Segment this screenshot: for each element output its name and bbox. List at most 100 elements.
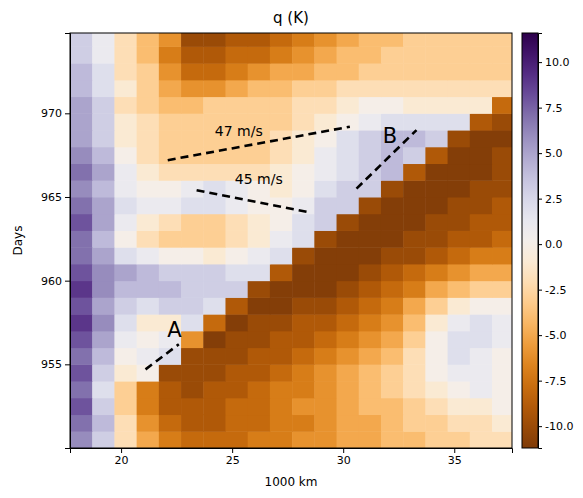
heatmap-cell: [292, 415, 315, 432]
heatmap-cell: [314, 297, 337, 314]
heatmap-cell: [381, 197, 404, 214]
heatmap-cell: [314, 180, 337, 197]
tick: -7.5: [538, 375, 566, 388]
heatmap-cell: [314, 348, 337, 365]
heatmap-cell: [248, 348, 271, 365]
heatmap-cell: [270, 230, 293, 247]
heatmap-cell: [337, 415, 360, 432]
tick-label: 970: [41, 107, 62, 120]
heatmap-cell: [292, 214, 315, 231]
heatmap-cell: [314, 398, 337, 415]
heatmap-cell: [92, 164, 115, 181]
heatmap-cell: [492, 297, 512, 314]
heatmap-cell: [292, 398, 315, 415]
tick-label: 5.0: [545, 147, 563, 160]
heatmap-cell: [181, 331, 204, 348]
heatmap-cell: [70, 180, 93, 197]
heatmap-cell: [92, 331, 115, 348]
tick-mark: [65, 364, 70, 365]
heatmap-cell: [314, 130, 337, 147]
heatmap-cell: [181, 214, 204, 231]
heatmap-cell: [181, 314, 204, 331]
heatmap-cell: [337, 63, 360, 80]
heatmap-cell: [92, 264, 115, 281]
heatmap-cell: [314, 197, 337, 214]
heatmap-cell: [137, 180, 160, 197]
heatmap-cell: [359, 314, 382, 331]
heatmap-cell: [70, 431, 93, 448]
heatmap-cell: [337, 80, 360, 97]
heatmap-cell: [381, 180, 404, 197]
heatmap-cell: [181, 113, 204, 130]
heatmap-cell: [270, 415, 293, 432]
heatmap-cell: [359, 297, 382, 314]
heatmap-cell: [114, 348, 137, 365]
heatmap-cell: [70, 398, 93, 415]
heatmap-cell: [248, 63, 271, 80]
heatmap-cell: [92, 415, 115, 432]
heatmap-cell: [203, 398, 226, 415]
heatmap-cell: [70, 314, 93, 331]
heatmap-cell: [359, 33, 382, 47]
heatmap-cell: [137, 281, 160, 298]
heatmap-cell: [292, 381, 315, 398]
heatmap-cell: [492, 314, 512, 331]
heatmap-cell: [203, 80, 226, 97]
heatmap-cell: [470, 398, 493, 415]
heatmap-cell: [492, 348, 512, 365]
heatmap-cell: [92, 281, 115, 298]
heatmap-cell: [203, 364, 226, 381]
heatmap-cell: [425, 281, 448, 298]
tick-label: 965: [41, 191, 62, 204]
heatmap-cell: [448, 97, 471, 114]
heatmap-cell: [248, 33, 271, 47]
heatmap-cell: [225, 331, 248, 348]
heatmap-cell: [270, 381, 293, 398]
heatmap-cell: [492, 247, 512, 264]
heatmap-cell: [359, 281, 382, 298]
heatmap-cell: [359, 364, 382, 381]
heatmap-cell: [114, 297, 137, 314]
heatmap-cell: [448, 197, 471, 214]
heatmap-cell: [403, 164, 426, 181]
heatmap-cell: [337, 348, 360, 365]
x-axis: 20253035: [71, 448, 513, 467]
heatmap-cell: [403, 247, 426, 264]
heatmap-cell: [314, 415, 337, 432]
heatmap-cell: [492, 46, 512, 63]
heatmap-cell: [159, 264, 182, 281]
heatmap-cell: [225, 381, 248, 398]
heatmap-cell: [314, 364, 337, 381]
heatmap-cell: [492, 33, 512, 47]
heatmap-cell: [114, 33, 137, 47]
heatmap-cell: [137, 431, 160, 448]
heatmap-cell: [92, 431, 115, 448]
tick-label: 955: [41, 358, 62, 371]
heatmap-cell: [159, 197, 182, 214]
heatmap-cell: [492, 130, 512, 147]
heatmap-cell: [337, 398, 360, 415]
heatmap-cell: [137, 297, 160, 314]
heatmap-cell: [159, 281, 182, 298]
heatmap-cell: [359, 331, 382, 348]
heatmap-cell: [425, 33, 448, 47]
tick-label: 25: [226, 454, 240, 467]
heatmap-cell: [470, 214, 493, 231]
heatmap-cell: [359, 46, 382, 63]
heatmap-cell: [448, 46, 471, 63]
heatmap-cell: [181, 297, 204, 314]
heatmap-cell: [181, 398, 204, 415]
heatmap-cell: [70, 214, 93, 231]
heatmap-cell: [70, 297, 93, 314]
heatmap-cell: [492, 364, 512, 381]
heatmap-cell: [403, 264, 426, 281]
heatmap-cell: [448, 63, 471, 80]
heatmap-cell: [425, 180, 448, 197]
heatmap-cell: [92, 147, 115, 164]
heatmap-cell: [337, 97, 360, 114]
heatmap-cell: [403, 314, 426, 331]
heatmap-cell: [381, 398, 404, 415]
annotation-label: 45 m/s: [235, 171, 283, 187]
heatmap-cell: [425, 80, 448, 97]
heatmap-cell: [114, 214, 137, 231]
